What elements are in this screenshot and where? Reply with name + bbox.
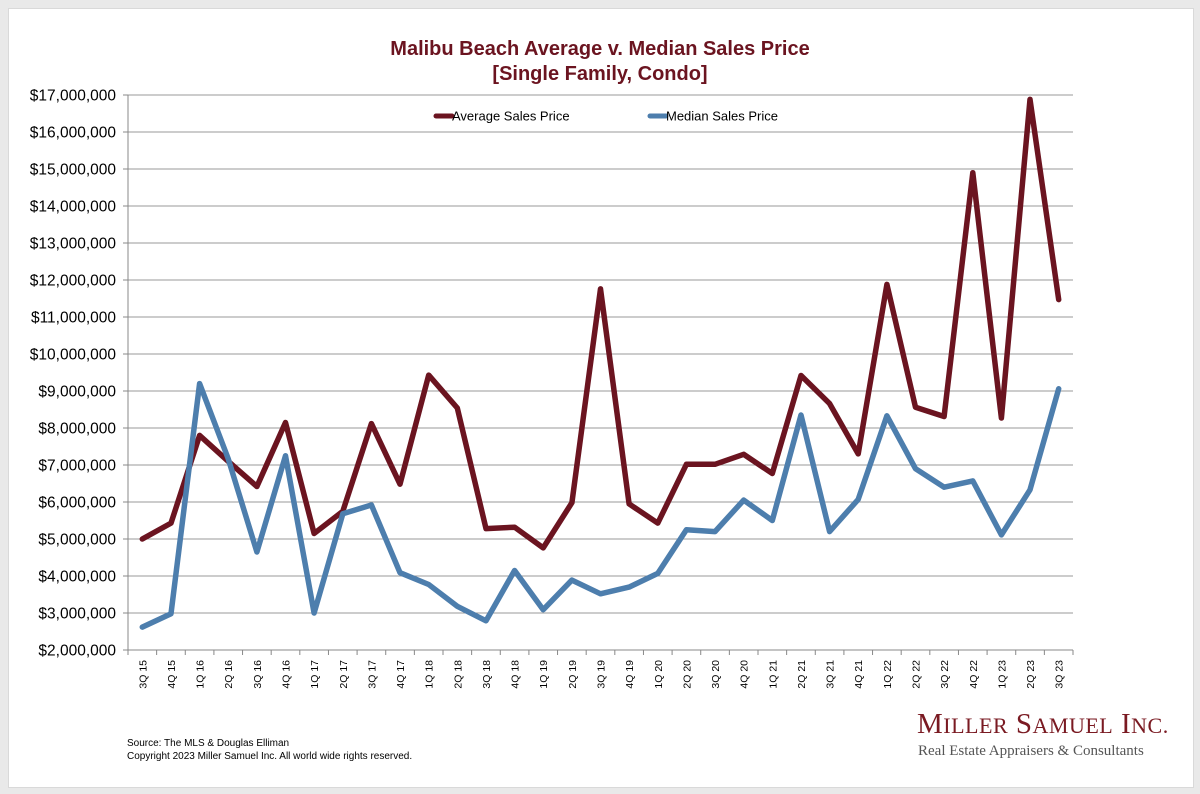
y-tick-label: $12,000,000 [30,273,117,290]
x-tick-label: 1Q 22 [882,660,894,689]
x-tick-label: 4Q 17 [395,660,407,689]
y-tick-label: $3,000,000 [38,606,116,623]
x-tick-label: 4Q 21 [853,660,865,689]
y-tick-label: $4,000,000 [38,569,116,586]
x-tick-label: 2Q 17 [338,660,350,689]
x-tick-label: 2Q 22 [911,660,923,689]
x-tick-label: 1Q 23 [996,660,1008,689]
y-tick-label: $7,000,000 [38,458,116,475]
y-tick-label: $8,000,000 [38,421,116,438]
x-tick-label: 2Q 21 [796,660,808,689]
x-tick-label: 3Q 19 [596,660,608,689]
x-tick-label: 4Q 16 [281,660,293,689]
x-tick-label: 1Q 19 [538,660,550,689]
copyright-note: Copyright 2023 Miller Samuel Inc. All wo… [127,751,413,762]
y-tick-label: $6,000,000 [38,495,116,512]
x-tick-label: 3Q 17 [366,660,378,689]
series-line-average [139,96,1062,551]
y-tick-label: $11,000,000 [31,310,116,327]
x-tick-label: 4Q 18 [510,660,522,689]
x-tick-label: 2Q 18 [452,660,464,689]
brand-logo-name: MILLER SAMUEL INC. [917,708,1169,740]
x-tick-label: 2Q 19 [567,660,579,689]
x-tick-label: 4Q 19 [624,660,636,689]
y-tick-label: $9,000,000 [38,384,116,401]
x-tick-label: 2Q 16 [223,660,235,689]
y-tick-label: $16,000,000 [30,125,117,142]
x-tick-label: 2Q 23 [1025,660,1037,689]
brand-tagline: Real Estate Appraisers & Consultants [918,743,1144,759]
y-tick-label: $15,000,000 [30,162,117,179]
series-line-median [139,380,1062,630]
x-tick-label: 3Q 21 [825,660,837,689]
x-tick-label: 4Q 15 [166,660,178,689]
chart-subtitle: [Single Family, Condo] [492,63,708,85]
x-tick-label: 3Q 16 [252,660,264,689]
x-tick-label: 1Q 21 [767,660,779,689]
chart-title: Malibu Beach Average v. Median Sales Pri… [390,38,810,60]
y-tick-label: $5,000,000 [38,532,116,549]
x-tick-label: 1Q 18 [424,660,436,689]
y-tick-label: $14,000,000 [30,199,117,216]
x-tick-label: 3Q 20 [710,660,722,689]
y-tick-label: $17,000,000 [30,88,117,105]
x-tick-label: 4Q 22 [968,660,980,689]
x-tick-label: 3Q 15 [137,660,149,689]
x-tick-label: 1Q 16 [195,660,207,689]
x-tick-label: 4Q 20 [739,660,751,689]
y-tick-label: $10,000,000 [30,347,117,364]
x-tick-label: 2Q 20 [681,660,693,689]
x-tick-label: 3Q 23 [1054,660,1066,689]
x-tick-label: 1Q 20 [653,660,665,689]
x-tick-label: 1Q 17 [309,660,321,689]
legend-label: Median Sales Price [666,109,778,124]
y-tick-label: $2,000,000 [38,643,116,660]
x-tick-label: 3Q 18 [481,660,493,689]
legend-label: Average Sales Price [452,109,570,124]
x-tick-label: 3Q 22 [939,660,951,689]
y-tick-label: $13,000,000 [30,236,117,253]
source-note: Source: The MLS & Douglas Elliman [127,738,290,749]
